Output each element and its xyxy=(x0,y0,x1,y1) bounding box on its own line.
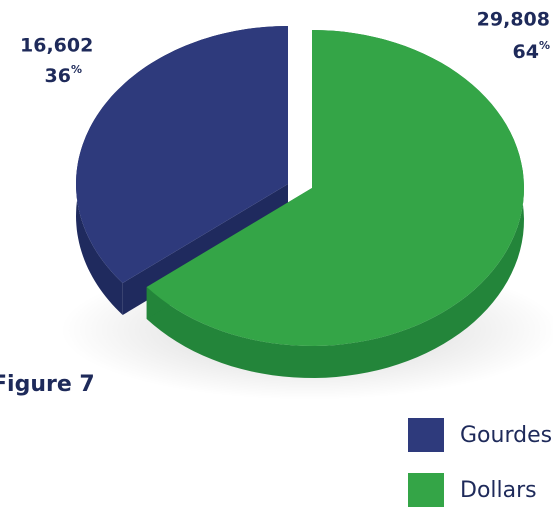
percent: 36 xyxy=(45,65,71,87)
legend: Gourdes Dollars xyxy=(408,418,552,507)
data-label: 29,808 xyxy=(477,9,550,31)
slice xyxy=(76,26,288,283)
percent: 64 xyxy=(513,41,539,63)
percent-sign: % xyxy=(71,63,82,76)
legend-label: Gourdes xyxy=(460,423,552,448)
pie xyxy=(76,26,524,378)
slice-side xyxy=(146,30,524,378)
percent-label: 36% xyxy=(45,63,82,87)
data-label: 16,602 xyxy=(20,35,93,57)
slice xyxy=(146,30,524,346)
legend-swatch xyxy=(408,473,444,507)
percent-label: 64% xyxy=(513,39,550,63)
legend-label: Dollars xyxy=(460,478,537,503)
legend-swatch xyxy=(408,418,444,452)
chart-title: Figure 7 xyxy=(0,372,95,397)
percent-sign: % xyxy=(539,39,550,52)
